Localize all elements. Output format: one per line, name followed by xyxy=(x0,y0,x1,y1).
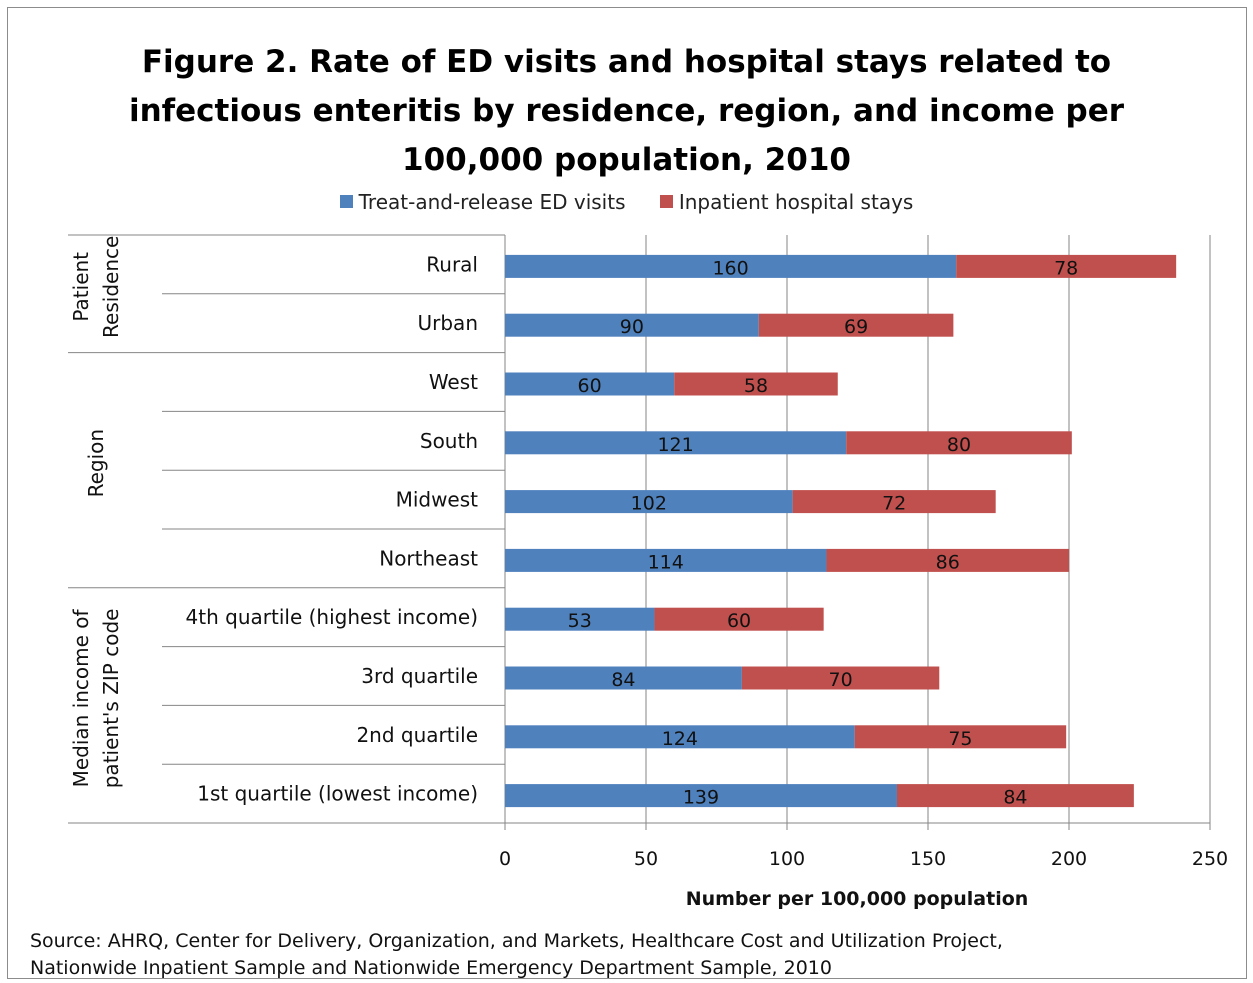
x-tick-label: 200 xyxy=(1051,848,1087,870)
bar-ed xyxy=(505,548,827,572)
category-label: Urban xyxy=(418,311,479,335)
bar-inpatient xyxy=(896,784,1134,808)
data-label: 75 xyxy=(948,728,972,750)
data-label: 114 xyxy=(648,551,684,573)
bar-ed xyxy=(505,490,793,514)
data-label: 58 xyxy=(744,375,768,397)
bar-inpatient xyxy=(826,548,1069,572)
data-label: 102 xyxy=(631,493,667,515)
chart-title-line: Figure 2. Rate of ED visits and hospital… xyxy=(141,44,1112,80)
category-label: Midwest xyxy=(396,488,479,512)
legend-item-ed: Treat-and-release ED visits xyxy=(339,190,626,214)
data-label: 80 xyxy=(947,434,971,456)
x-tick-label: 0 xyxy=(499,848,511,870)
bar-inpatient xyxy=(854,725,1067,749)
bar-ed xyxy=(505,725,855,749)
data-label: 124 xyxy=(662,728,698,750)
data-label: 90 xyxy=(620,316,644,338)
group-label: patient's ZIP code xyxy=(99,609,123,789)
chart-title-line: 100,000 population, 2010 xyxy=(402,142,851,178)
legend-label-inpatient: Inpatient hospital stays xyxy=(678,190,914,214)
chart-title-line: infectious enteritis by residence, regio… xyxy=(128,93,1125,129)
category-label: 3rd quartile xyxy=(361,664,478,688)
x-axis-title: Number per 100,000 population xyxy=(686,888,1029,910)
legend-label-ed: Treat-and-release ED visits xyxy=(358,190,626,214)
category-label: 2nd quartile xyxy=(356,723,478,747)
category-label: Rural xyxy=(426,252,478,276)
x-tick-label: 250 xyxy=(1192,848,1228,870)
category-label: West xyxy=(429,370,478,394)
source-note: Source: AHRQ, Center for Delivery, Organ… xyxy=(30,928,1003,982)
bar-ed xyxy=(505,784,897,808)
data-label: 60 xyxy=(727,610,751,632)
bar-inpatient xyxy=(846,431,1072,455)
data-label: 60 xyxy=(578,375,602,397)
bar-ed xyxy=(505,313,759,337)
bar-inpatient xyxy=(758,313,954,337)
source-line: Nationwide Inpatient Sample and Nationwi… xyxy=(30,957,832,979)
bar-inpatient xyxy=(741,666,940,690)
bar-inpatient xyxy=(654,607,824,631)
bar-ed xyxy=(505,431,847,455)
data-label: 69 xyxy=(844,316,868,338)
data-label: 70 xyxy=(828,669,852,691)
legend-swatch-inpatient xyxy=(659,195,673,208)
group-label: Residence xyxy=(99,236,123,338)
bar-ed xyxy=(505,254,957,278)
x-tick-label: 50 xyxy=(634,848,658,870)
group-label: Region xyxy=(84,429,108,497)
legend-item-inpatient: Inpatient hospital stays xyxy=(659,190,914,214)
bar-ed xyxy=(505,372,675,396)
group-label: Patient xyxy=(69,252,93,322)
data-label: 139 xyxy=(683,787,719,809)
bar-inpatient xyxy=(956,254,1177,278)
data-label: 53 xyxy=(568,610,592,632)
group-label: Median income of xyxy=(69,608,93,787)
data-label: 84 xyxy=(611,669,635,691)
bar-inpatient xyxy=(674,372,838,396)
x-tick-label: 100 xyxy=(769,848,805,870)
data-label: 72 xyxy=(882,493,906,515)
chart-legend: Treat-and-release ED visits Inpatient ho… xyxy=(0,190,1253,214)
legend-swatch-ed xyxy=(339,195,353,208)
bar-inpatient xyxy=(792,490,996,514)
data-label: 84 xyxy=(1003,787,1027,809)
category-label: South xyxy=(420,429,478,453)
data-label: 78 xyxy=(1054,257,1078,279)
data-label: 86 xyxy=(936,551,960,573)
category-label: Northeast xyxy=(379,546,478,570)
data-label: 160 xyxy=(712,257,748,279)
source-line: Source: AHRQ, Center for Delivery, Organ… xyxy=(30,930,1003,952)
category-label: 1st quartile (lowest income) xyxy=(197,782,478,806)
chart-title: Figure 2. Rate of ED visits and hospital… xyxy=(0,38,1253,185)
bar-ed xyxy=(505,666,742,690)
bar-ed xyxy=(505,607,655,631)
category-label: 4th quartile (highest income) xyxy=(186,605,478,629)
data-label: 121 xyxy=(657,434,693,456)
x-tick-label: 150 xyxy=(910,848,946,870)
